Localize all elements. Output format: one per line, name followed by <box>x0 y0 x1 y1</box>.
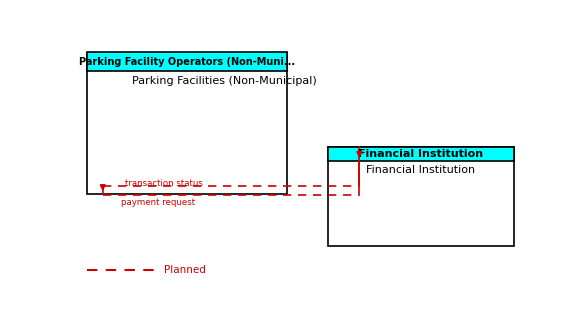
Text: Planned: Planned <box>164 265 206 275</box>
FancyBboxPatch shape <box>87 53 287 194</box>
Text: transaction status: transaction status <box>125 179 203 188</box>
FancyBboxPatch shape <box>87 52 287 71</box>
Text: Parking Facilities (Non-Municipal): Parking Facilities (Non-Municipal) <box>132 76 317 86</box>
FancyBboxPatch shape <box>328 147 514 246</box>
FancyBboxPatch shape <box>328 147 514 161</box>
Text: Parking Facility Operators (Non-Muni...: Parking Facility Operators (Non-Muni... <box>79 56 295 66</box>
Text: Financial Institution: Financial Institution <box>366 165 475 175</box>
Text: payment request: payment request <box>121 198 195 207</box>
Text: Financial Institution: Financial Institution <box>358 149 483 159</box>
